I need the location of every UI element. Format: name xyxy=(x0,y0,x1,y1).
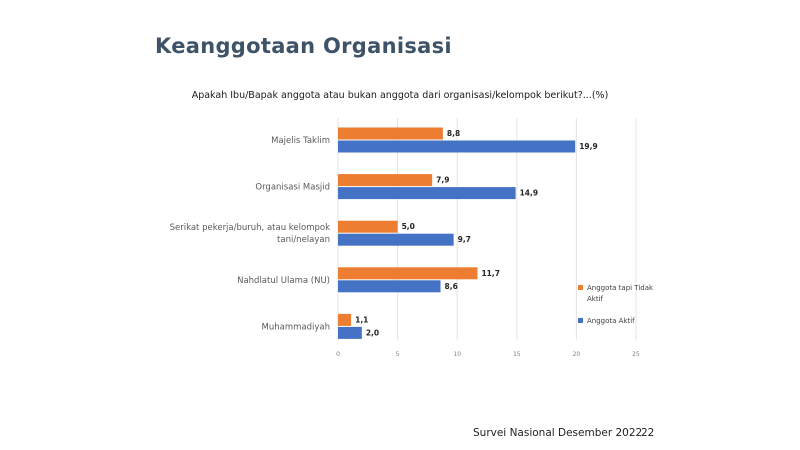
data-label: 11,7 xyxy=(481,269,500,278)
category-label: Majelis Taklim xyxy=(271,136,330,146)
legend-label: Anggota Aktif xyxy=(587,317,635,325)
x-axis-ticks: 0 5 10 15 20 25 xyxy=(336,351,640,358)
bars xyxy=(338,127,576,339)
bar xyxy=(338,326,362,339)
x-tick-label: 25 xyxy=(632,351,640,358)
legend-label: Anggota tapi Tidak xyxy=(587,284,654,292)
x-tick-label: 20 xyxy=(573,351,581,358)
slide-title: Keanggotaan Organisasi xyxy=(155,34,452,58)
data-label: 7,9 xyxy=(436,176,449,185)
category-label: Organisasi Masjid xyxy=(255,183,330,193)
category-label: Nahdlatul Ulama (NU) xyxy=(237,276,330,286)
bar xyxy=(338,187,516,200)
data-labels: 8,8 7,9 5,0 11,7 1,1 19,9 14,9 9,7 8,6 2,0 xyxy=(355,129,598,337)
category-label: Muhammadiyah xyxy=(262,322,330,332)
bar xyxy=(338,233,454,246)
category-label: tani/nelayan xyxy=(277,235,330,245)
page-number: 22 xyxy=(641,427,655,439)
data-label: 2,0 xyxy=(366,328,379,337)
bar xyxy=(338,174,433,187)
x-tick-label: 10 xyxy=(453,351,461,358)
data-label: 9,7 xyxy=(458,235,471,244)
bar xyxy=(338,313,352,326)
data-label: 14,9 xyxy=(520,189,539,198)
data-label: 5,0 xyxy=(402,222,415,231)
legend-label: Aktif xyxy=(587,295,604,303)
bar xyxy=(338,220,398,233)
data-label: 8,6 xyxy=(445,282,458,291)
x-tick-label: 0 xyxy=(336,351,340,358)
footer-text: Survei Nasional Desember 2022 xyxy=(473,427,643,439)
bar xyxy=(338,140,576,153)
chart-legend: Anggota tapi Tidak Aktif Anggota Aktif xyxy=(578,284,654,325)
bar xyxy=(338,280,441,293)
category-labels: Majelis Taklim Organisasi Masjid Serikat p… xyxy=(170,136,330,332)
legend-swatch xyxy=(578,285,583,290)
category-label: Serikat pekerja/buruh, atau kelompok xyxy=(170,223,330,233)
x-tick-label: 15 xyxy=(513,351,521,358)
data-label: 19,9 xyxy=(579,142,598,151)
data-label: 1,1 xyxy=(355,315,368,324)
chart-title: Apakah Ibu/Bapak anggota atau bukan angg… xyxy=(191,90,609,101)
legend-swatch xyxy=(578,318,583,323)
x-tick-label: 5 xyxy=(396,351,400,358)
bar xyxy=(338,127,443,140)
data-label: 8,8 xyxy=(447,129,460,138)
bar xyxy=(338,267,478,280)
